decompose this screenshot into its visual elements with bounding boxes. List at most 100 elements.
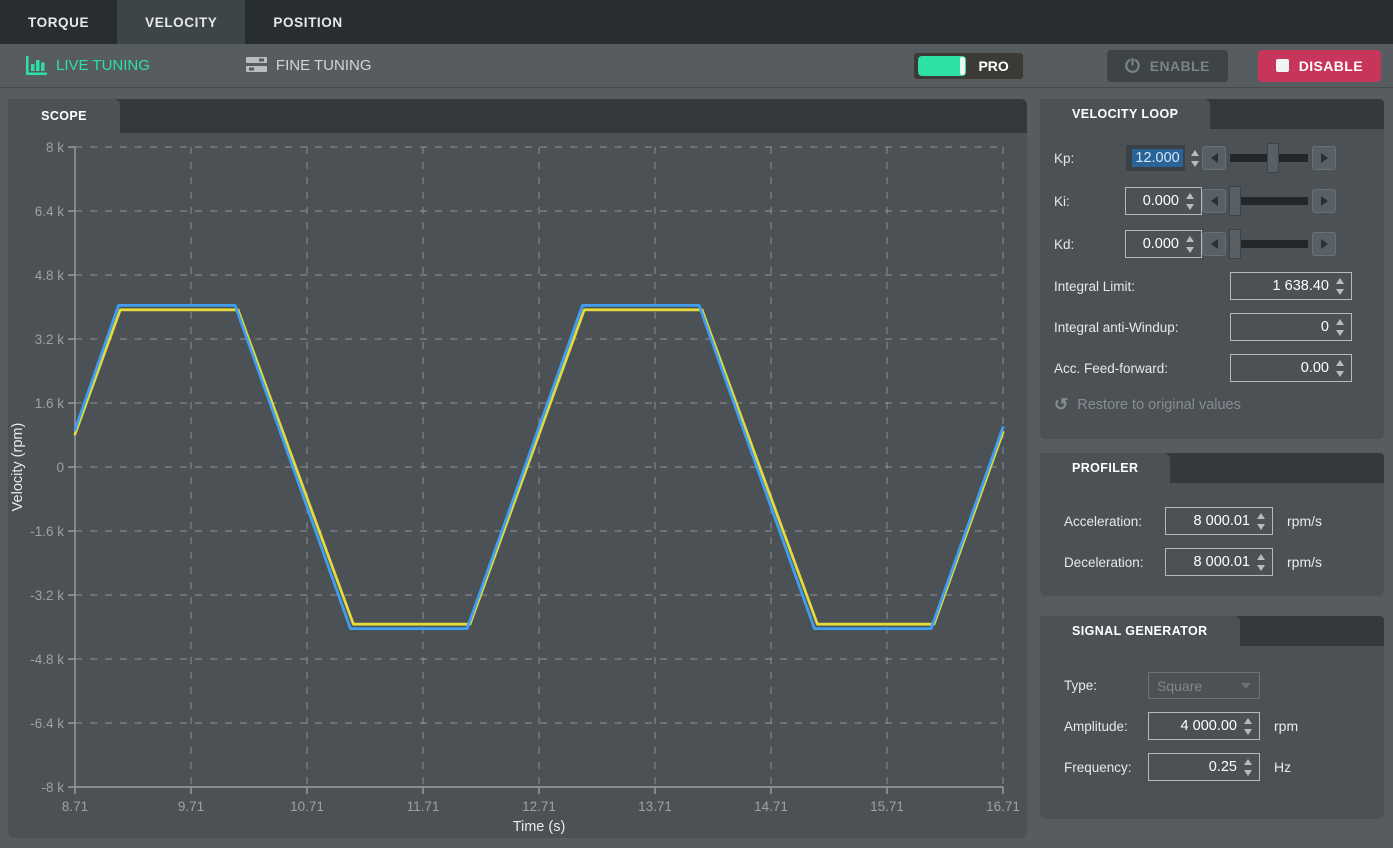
kd-slider-thumb[interactable] [1228, 229, 1241, 259]
kd-input[interactable]: 0.000 [1124, 230, 1202, 258]
y-tick-label: -1.6 k [30, 524, 64, 539]
x-tick-label: 12.71 [522, 799, 556, 814]
deceleration-spinner[interactable] [1254, 553, 1268, 571]
disable-button[interactable]: DISABLE [1257, 49, 1381, 82]
type-row: Type: Square [1064, 672, 1368, 699]
ki-value: 0.000 [1142, 193, 1179, 209]
kp-slider-left-arrow[interactable] [1202, 146, 1226, 170]
scope-panel: SCOPE 8 k 6.4 k 4.8 k 3.2 k 1.6 k 0 -1.6 k -3.2… [8, 99, 1027, 838]
kp-spinner[interactable] [1189, 149, 1202, 167]
enable-label: ENABLE [1149, 57, 1210, 74]
chevron-down-icon [1241, 682, 1251, 689]
enable-button[interactable]: ENABLE [1106, 49, 1228, 82]
kd-slider-right-arrow[interactable] [1312, 232, 1336, 256]
pro-toggle[interactable] [918, 55, 967, 76]
ki-slider-right-arrow[interactable] [1312, 189, 1336, 213]
acc-feed-forward-input[interactable]: 0.00 [1230, 354, 1352, 382]
scope-chart[interactable]: 8 k 6.4 k 4.8 k 3.2 k 1.6 k 0 -1.6 k -3.2 k -4.8… [8, 133, 1027, 838]
acceleration-input[interactable]: 8 000.01 [1165, 507, 1273, 535]
kp-slider [1202, 143, 1336, 173]
kd-spinner[interactable] [1183, 235, 1197, 253]
integral-limit-input[interactable]: 1 638.40 [1230, 272, 1352, 300]
tab-position[interactable]: POSITION [273, 14, 343, 30]
main-content: SCOPE 8 k 6.4 k 4.8 k 3.2 k 1.6 k 0 -1.6 k -3.2… [0, 88, 1393, 838]
y-tick-label: 1.6 k [35, 396, 65, 411]
type-value: Square [1157, 677, 1203, 694]
amplitude-row: Amplitude: 4 000.00 rpm [1064, 712, 1368, 740]
deceleration-label: Deceleration: [1064, 554, 1144, 570]
x-tick-label: 11.71 [407, 799, 440, 814]
integral-limit-spinner[interactable] [1333, 277, 1347, 295]
integral-limit-row: Integral Limit: 1 638.40 [1054, 272, 1368, 300]
anti-windup-spinner[interactable] [1333, 318, 1347, 336]
ki-slider-left-arrow[interactable] [1202, 189, 1226, 213]
frequency-label: Frequency: [1064, 759, 1132, 775]
live-tuning-button[interactable]: LIVE TUNING [26, 56, 150, 75]
toolbar: LIVE TUNING FINE TUNING PRO ENABLE DISAB… [0, 44, 1393, 88]
x-tick-label: 15.71 [870, 799, 904, 814]
kp-row: Kp: 12.000 [1054, 143, 1368, 173]
y-tick-label: -6.4 k [30, 716, 64, 731]
ki-slider-thumb[interactable] [1228, 186, 1241, 216]
power-icon [1125, 58, 1140, 73]
deceleration-input[interactable]: 8 000.01 [1165, 548, 1273, 576]
amplitude-input[interactable]: 4 000.00 [1148, 712, 1260, 740]
x-tick-label: 13.71 [638, 799, 672, 814]
x-tick-label: 16.71 [986, 799, 1020, 814]
scope-header: SCOPE [8, 99, 1027, 133]
live-tuning-label: LIVE TUNING [56, 57, 150, 74]
integral-limit-value: 1 638.40 [1272, 278, 1329, 294]
deceleration-value: 8 000.01 [1193, 554, 1250, 570]
acceleration-spinner[interactable] [1254, 512, 1268, 530]
acceleration-label: Acceleration: [1064, 513, 1143, 529]
ki-slider [1202, 186, 1336, 216]
anti-windup-input[interactable]: 0 [1230, 313, 1352, 341]
acc-feed-forward-label: Acc. Feed-forward: [1054, 360, 1169, 376]
y-tick-label: 0 [56, 460, 64, 475]
kp-input[interactable]: 12.000 [1125, 145, 1185, 171]
frequency-input[interactable]: 0.25 [1148, 753, 1260, 781]
signal-generator-panel: SIGNAL GENERATOR Type: Square Amplitude:… [1040, 616, 1384, 819]
y-tick-label: 6.4 k [35, 204, 65, 219]
tab-torque[interactable]: TORQUE [28, 14, 90, 30]
acc-feed-forward-row: Acc. Feed-forward: 0.00 [1054, 354, 1368, 382]
restore-label: Restore to original values [1077, 397, 1241, 413]
pro-toggle-group: PRO [914, 52, 1023, 79]
fine-tuning-button[interactable]: FINE TUNING [245, 57, 371, 74]
kd-row: Kd: 0.000 [1054, 229, 1368, 259]
scope-tab[interactable]: SCOPE [8, 99, 120, 133]
kd-slider-left-arrow[interactable] [1202, 232, 1226, 256]
y-tick-label: -3.2 k [30, 588, 64, 603]
profiler-header: PROFILER [1040, 453, 1384, 483]
kp-slider-thumb[interactable] [1266, 143, 1279, 173]
ki-spinner[interactable] [1183, 192, 1197, 210]
integral-limit-label: Integral Limit: [1054, 278, 1136, 294]
signal-generator-tab: SIGNAL GENERATOR [1040, 616, 1240, 646]
profiler-panel: PROFILER Acceleration: 8 000.01 rpm/s De… [1040, 453, 1384, 596]
ki-input[interactable]: 0.000 [1124, 187, 1202, 215]
restore-original-values-button[interactable]: ↺ Restore to original values [1054, 395, 1368, 415]
kd-slider-track[interactable] [1230, 240, 1308, 248]
type-select[interactable]: Square [1148, 672, 1260, 699]
ki-label: Ki: [1054, 193, 1070, 209]
x-tick-label: 8.71 [62, 799, 88, 814]
acceleration-unit: rpm/s [1287, 513, 1322, 529]
amplitude-spinner[interactable] [1241, 717, 1255, 735]
deceleration-row: Deceleration: 8 000.01 rpm/s [1064, 548, 1368, 576]
x-tick-label: 10.71 [290, 799, 324, 814]
anti-windup-label: Integral anti-Windup: [1054, 319, 1179, 335]
series-actual-velocity-blue [73, 303, 1005, 631]
kp-slider-right-arrow[interactable] [1312, 146, 1336, 170]
deceleration-unit: rpm/s [1287, 554, 1322, 570]
series-demand-velocity-yellow [73, 308, 1005, 626]
ki-slider-track[interactable] [1230, 197, 1308, 205]
y-tick-label: -8 k [41, 780, 64, 795]
frequency-spinner[interactable] [1241, 758, 1255, 776]
y-tick-label: 3.2 k [35, 332, 65, 347]
kp-label: Kp: [1054, 150, 1075, 166]
tab-velocity[interactable]: VELOCITY [117, 0, 246, 44]
acc-feed-forward-spinner[interactable] [1333, 359, 1347, 377]
restore-icon: ↺ [1054, 395, 1069, 414]
disable-label: DISABLE [1298, 57, 1363, 74]
amplitude-unit: rpm [1274, 718, 1299, 734]
